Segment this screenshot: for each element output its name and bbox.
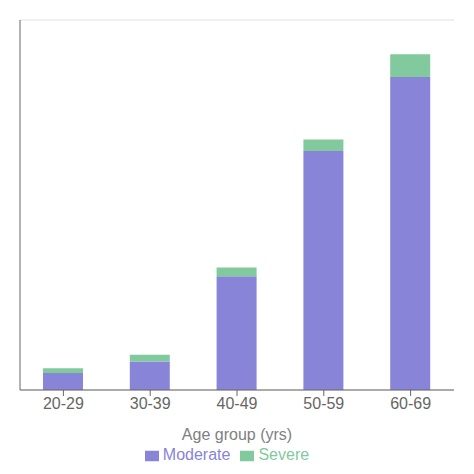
svg-text:30-39: 30-39 [130, 395, 171, 412]
svg-text:50-59: 50-59 [303, 395, 344, 412]
svg-text:Age group (yrs): Age group (yrs) [182, 426, 292, 443]
svg-text:40-49: 40-49 [217, 395, 258, 412]
svg-text:60-69: 60-69 [390, 395, 431, 412]
html-text:Severe: Severe [258, 446, 310, 463]
svg-text:20-29: 20-29 [43, 395, 84, 412]
html-text:Moderate: Moderate [162, 446, 231, 463]
